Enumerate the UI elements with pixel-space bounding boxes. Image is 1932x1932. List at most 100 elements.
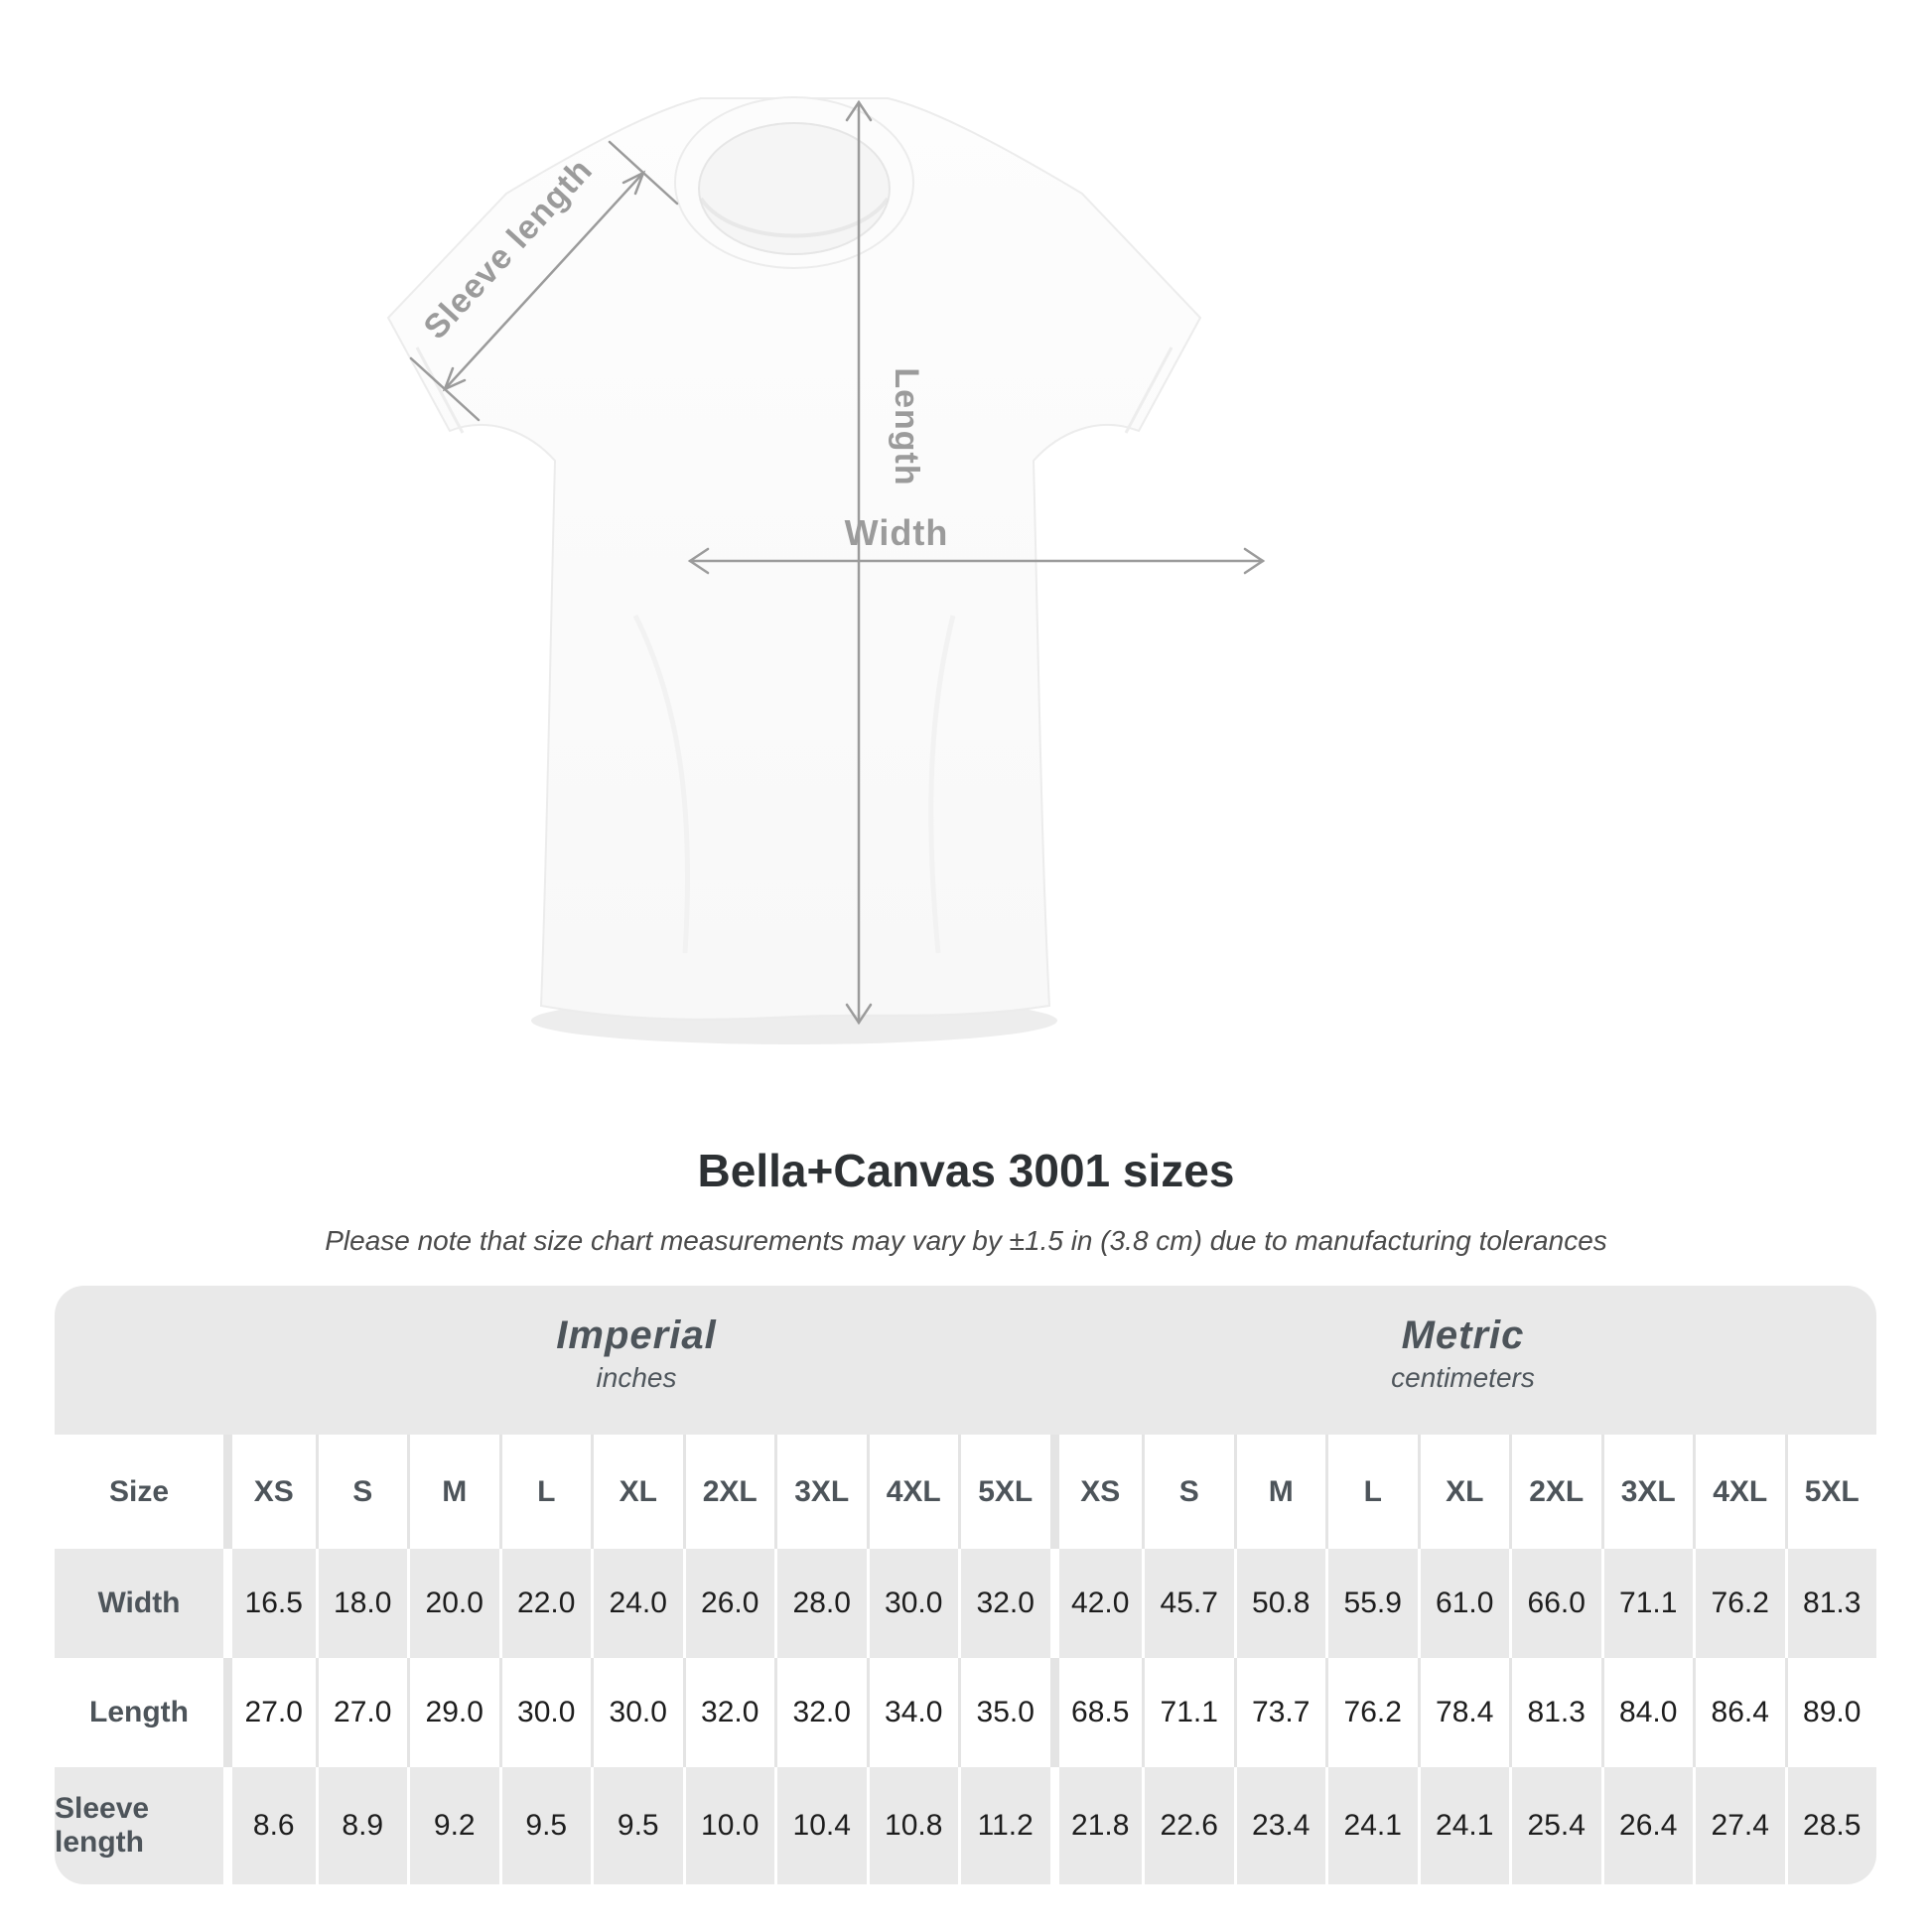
length-metric-3xl: 84.0	[1600, 1658, 1693, 1767]
imperial-label: Imperial	[556, 1312, 717, 1357]
width-metric-2xl: 66.0	[1509, 1549, 1601, 1658]
metric-label: Metric	[1401, 1312, 1525, 1357]
width-imperial-3xl: 28.0	[774, 1549, 867, 1658]
col-header-imperial-l: L	[498, 1435, 591, 1549]
row-label-sleeve-length: Sleeve length	[55, 1767, 223, 1884]
collar-shadow	[699, 197, 890, 238]
sleeve-length-metric-5xl: 28.5	[1784, 1767, 1876, 1884]
length-imperial-m: 29.0	[407, 1658, 499, 1767]
col-header-imperial-5xl: 5XL	[958, 1435, 1050, 1549]
imperial-header: Imperial inches	[223, 1286, 1049, 1435]
col-header-imperial-s: S	[315, 1435, 407, 1549]
col-header-metric-3xl: 3XL	[1600, 1435, 1693, 1549]
left-cuff-line	[415, 346, 465, 434]
col-header-metric-l: L	[1325, 1435, 1418, 1549]
sleeve-length-arrow	[443, 171, 645, 391]
length-metric-5xl: 89.0	[1784, 1658, 1876, 1767]
width-metric-s: 45.7	[1142, 1549, 1234, 1658]
sleeve-length-metric-m: 23.4	[1233, 1767, 1325, 1884]
col-header-imperial-2xl: 2XL	[682, 1435, 774, 1549]
length-arrowhead-bottom	[845, 1003, 873, 1026]
wrinkle-right	[928, 615, 956, 954]
table-body: Width 16.5 18.0 20.0 22.0 24.0 26.0 28.0 30.0 32.…	[55, 1549, 1876, 1884]
width-imperial-5xl: 32.0	[958, 1549, 1050, 1658]
metric-units: centimeters	[1391, 1361, 1535, 1393]
unit-header-band: Imperial inches Metric centimeters	[55, 1286, 1876, 1435]
col-header-metric-xs: XS	[1049, 1435, 1142, 1549]
col-header-imperial-xs: XS	[223, 1435, 316, 1549]
width-imperial-xs: 16.5	[223, 1549, 316, 1658]
width-metric-4xl: 76.2	[1693, 1549, 1785, 1658]
sleeve-cap-top	[608, 140, 679, 206]
width-arrowhead-right	[1243, 547, 1266, 575]
col-header-metric-2xl: 2XL	[1509, 1435, 1601, 1549]
length-label: Length	[888, 367, 925, 485]
col-header-imperial-xl: XL	[591, 1435, 683, 1549]
col-header-metric-5xl: 5XL	[1784, 1435, 1876, 1549]
sleeve-length-imperial-4xl: 10.8	[866, 1767, 958, 1884]
col-header-metric-m: M	[1233, 1435, 1325, 1549]
length-metric-s: 71.1	[1142, 1658, 1234, 1767]
length-metric-xl: 78.4	[1417, 1658, 1509, 1767]
tolerance-note: Please note that size chart measurements…	[325, 1225, 1607, 1256]
width-metric-m: 50.8	[1233, 1549, 1325, 1658]
imperial-units: inches	[596, 1361, 677, 1393]
sleeve-length-metric-2xl: 25.4	[1509, 1767, 1601, 1884]
sleeve-length-imperial-2xl: 10.0	[682, 1767, 774, 1884]
col-header-metric-s: S	[1142, 1435, 1234, 1549]
sleeve-length-metric-xs: 21.8	[1049, 1767, 1142, 1884]
sleeve-length-imperial-m: 9.2	[407, 1767, 499, 1884]
sleeve-length-imperial-xl: 9.5	[591, 1767, 683, 1884]
sleeve-cap-bottom	[409, 356, 481, 422]
size-header-row: Size XS S M L XL 2XL 3XL 4XL 5XL XS S M L XL 2XL 3XL 4XL 5…	[55, 1435, 1876, 1549]
sleeve-length-metric-l: 24.1	[1325, 1767, 1418, 1884]
width-imperial-xl: 24.0	[591, 1549, 683, 1658]
tshirt-diagram: Length Sleeve length Width	[386, 96, 1266, 1044]
col-header-imperial-3xl: 3XL	[774, 1435, 867, 1549]
length-imperial-4xl: 34.0	[866, 1658, 958, 1767]
length-imperial-l: 30.0	[498, 1658, 591, 1767]
col-header-imperial-m: M	[407, 1435, 499, 1549]
col-header-imperial-4xl: 4XL	[866, 1435, 958, 1549]
sleeve-length-imperial-5xl: 11.2	[958, 1767, 1050, 1884]
width-metric-xl: 61.0	[1417, 1549, 1509, 1658]
sleeve-length-imperial-s: 8.9	[315, 1767, 407, 1884]
length-imperial-5xl: 35.0	[958, 1658, 1050, 1767]
tshirt-body	[386, 97, 1202, 1021]
length-imperial-s: 27.0	[315, 1658, 407, 1767]
length-imperial-xl: 30.0	[591, 1658, 683, 1767]
row-label-width: Width	[55, 1549, 223, 1658]
metric-header: Metric centimeters	[1049, 1286, 1876, 1435]
sleeve-length-metric-4xl: 27.4	[1693, 1767, 1785, 1884]
sleeve-length-metric-3xl: 26.4	[1600, 1767, 1693, 1884]
col-header-metric-xl: XL	[1417, 1435, 1509, 1549]
table-row-width: Width 16.5 18.0 20.0 22.0 24.0 26.0 28.0 30.0 32.…	[55, 1549, 1876, 1658]
width-label: Width	[845, 512, 949, 553]
width-imperial-4xl: 30.0	[866, 1549, 958, 1658]
page-title: Bella+Canvas 3001 sizes	[697, 1145, 1235, 1196]
length-metric-2xl: 81.3	[1509, 1658, 1601, 1767]
sleeve-length-metric-xl: 24.1	[1417, 1767, 1509, 1884]
length-metric-l: 76.2	[1325, 1658, 1418, 1767]
width-imperial-l: 22.0	[498, 1549, 591, 1658]
length-metric-4xl: 86.4	[1693, 1658, 1785, 1767]
col-header-metric-4xl: 4XL	[1693, 1435, 1785, 1549]
size-col-header: Size	[55, 1435, 223, 1549]
table-row-sleeve-length: Sleeve length 8.6 8.9 9.2 9.5 9.5 10.0 10.4 10.8…	[55, 1767, 1876, 1884]
wrinkle-left	[632, 614, 691, 954]
length-arrowhead-top	[845, 99, 873, 122]
sleeve-length-imperial-xs: 8.6	[223, 1767, 316, 1884]
length-metric-m: 73.7	[1233, 1658, 1325, 1767]
size-table: Imperial inches Metric centimeters Size X…	[55, 1286, 1876, 1884]
row-label-length: Length	[55, 1658, 223, 1767]
length-imperial-xs: 27.0	[223, 1658, 316, 1767]
collar-inner	[698, 122, 891, 255]
length-imperial-3xl: 32.0	[774, 1658, 867, 1767]
sleeve-length-imperial-3xl: 10.4	[774, 1767, 867, 1884]
table-row-length: Length 27.0 27.0 29.0 30.0 30.0 32.0 32.0 34.0 35…	[55, 1658, 1876, 1767]
width-metric-l: 55.9	[1325, 1549, 1418, 1658]
width-imperial-2xl: 26.0	[682, 1549, 774, 1658]
sleeve-length-imperial-l: 9.5	[498, 1767, 591, 1884]
width-imperial-m: 20.0	[407, 1549, 499, 1658]
